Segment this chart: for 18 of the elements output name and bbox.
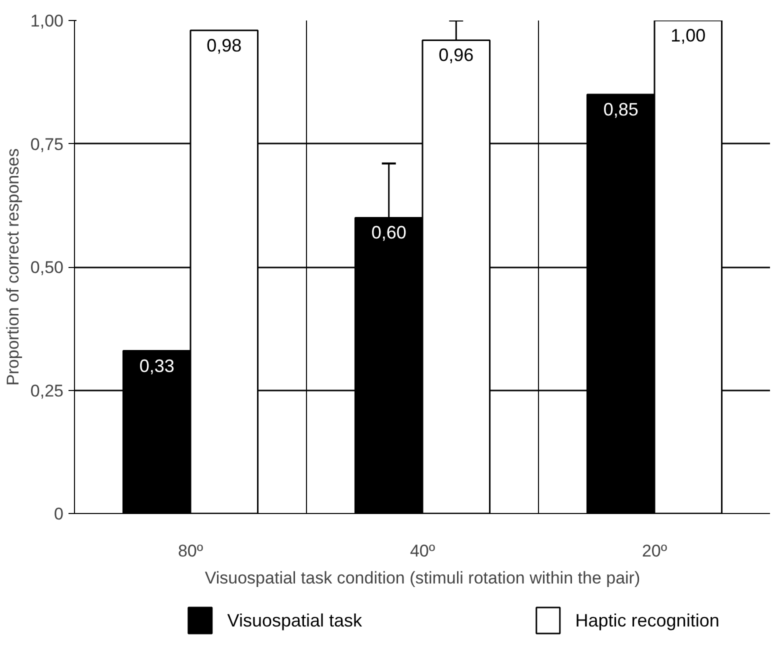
y-tick-label: 0,25 xyxy=(30,381,64,400)
x-axis-title: Visuospatial task condition (stimuli rotation within the pair) xyxy=(204,568,640,588)
data-label: 0,60 xyxy=(371,222,406,243)
data-label: 0,98 xyxy=(206,35,242,56)
x-tick-label: 80º xyxy=(178,542,204,560)
data-label: 1,00 xyxy=(670,26,706,46)
x-tick-label: 20º xyxy=(642,542,668,560)
data-label: 0,96 xyxy=(438,45,474,66)
y-tick-label: 0,50 xyxy=(30,258,64,277)
y-tick-label: 0 xyxy=(54,504,64,524)
legend-label: Haptic recognition xyxy=(575,610,720,630)
y-tick-label: 0,75 xyxy=(30,134,64,154)
y-tick-label: 1,00 xyxy=(30,12,64,30)
y-axis-title: Proportion of correct responses xyxy=(3,148,22,386)
data-label: 0,33 xyxy=(139,356,174,376)
x-tick-label: 40º xyxy=(410,542,436,560)
data-label: 0,85 xyxy=(603,99,638,120)
legend-label: Visuospatial task xyxy=(227,610,364,630)
